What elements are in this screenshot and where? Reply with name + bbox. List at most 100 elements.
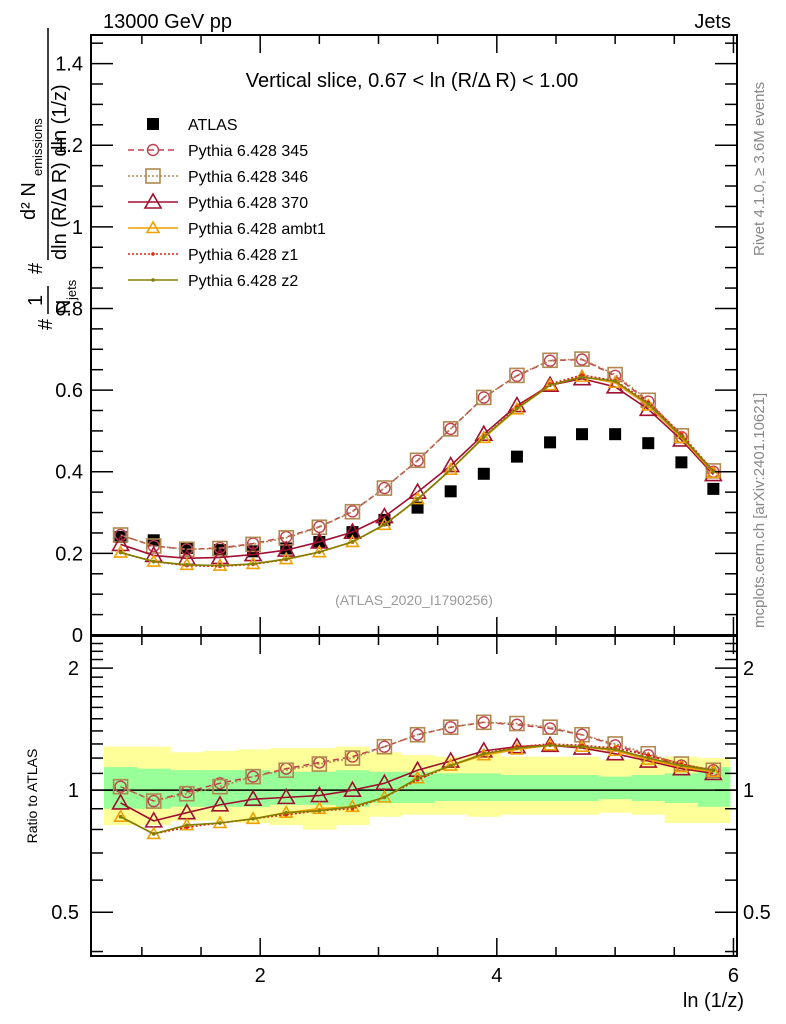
- data-point-pythia-6-428-370: [441, 455, 461, 473]
- data-point-pythia-6-428-z2: [350, 804, 355, 809]
- legend-marker-atlas: [147, 118, 159, 130]
- data-point-pythia-6-428-370: [375, 507, 394, 524]
- x-tick-label: 4: [491, 965, 502, 987]
- stat-uncertainty-band: [533, 774, 568, 802]
- series-pythia-6-428-z1: [118, 373, 716, 569]
- data-point-pythia-6-428-345: [213, 541, 227, 555]
- data-point-pythia-6-428-z2: [118, 550, 123, 555]
- data-point-pythia-6-428-346: [179, 785, 195, 802]
- data-point-pythia-6-428-345: [213, 777, 227, 790]
- data-point-atlas: [444, 485, 457, 498]
- data-point-pythia-6-428-ambt1: [705, 764, 721, 778]
- legend-label: Pythia 6.428 346: [188, 169, 308, 186]
- data-point-atlas: [411, 501, 424, 514]
- data-point-pythia-6-428-z2: [185, 823, 189, 827]
- data-point-pythia-6-428-z2: [711, 768, 716, 773]
- data-point-pythia-6-428-346: [574, 351, 590, 367]
- series-line-pythia-6-428-ambt1: [120, 375, 714, 567]
- series-line-pythia-6-428-370: [120, 377, 714, 560]
- y-tick-label: 0.6: [55, 380, 83, 402]
- data-point-pythia-6-428-345: [510, 369, 524, 383]
- data-point-pythia-6-428-z2: [679, 434, 684, 439]
- y-label-denominator: dln (R/Δ R) dln (1/z): [49, 84, 71, 260]
- y-tick-label: 1: [72, 217, 83, 239]
- x-axis-label: ln (1/z): [683, 990, 744, 1012]
- legend-label: Pythia 6.428 z2: [188, 273, 298, 290]
- ratio-y-axis-label: Ratio to ATLAS: [24, 749, 40, 844]
- ratio-y-tick-label-left: 2: [68, 658, 79, 680]
- series-line-pythia-6-428-z1: [120, 374, 714, 568]
- data-point-pythia-6-428-ambt1: [311, 801, 327, 815]
- data-point-pythia-6-428-z2: [151, 559, 156, 564]
- series-line-pythia-6-428-z2: [120, 376, 714, 567]
- data-point-pythia-6-428-ambt1: [509, 401, 525, 415]
- legend-marker-pythia-6-428-z2: [151, 278, 155, 282]
- rivet-version-label: Rivet 4.1.0, ≥ 3.6M events: [751, 82, 768, 256]
- data-point-pythia-6-428-370: [210, 795, 230, 812]
- legend-label: ATLAS: [188, 117, 238, 134]
- legend-marker-pythia-6-428-345: [146, 143, 160, 157]
- legend-label: Pythia 6.428 ambt1: [188, 221, 326, 238]
- ratio-plot-axes: 0.5 0.5 1 1 2 2 2 4 6: [51, 635, 771, 987]
- data-point-pythia-6-428-z2: [382, 795, 387, 800]
- series-pythia-6-428-z2: [118, 375, 716, 568]
- legend-marker-pythia-6-428-ambt1: [145, 220, 161, 234]
- stat-uncertainty-band: [598, 776, 633, 800]
- data-point-pythia-6-428-370: [343, 780, 362, 797]
- data-point-pythia-6-428-346: [145, 793, 162, 809]
- ratio-y-tick-label-left: 0.5: [51, 902, 79, 924]
- data-point-pythia-6-428-370: [111, 793, 130, 810]
- data-point-pythia-6-428-370: [309, 532, 329, 549]
- y-tick-label: 0.8: [55, 298, 83, 320]
- stat-uncertainty-band: [467, 773, 501, 802]
- stat-uncertainty-band: [566, 774, 600, 802]
- main-plot-title: Vertical slice, 0.67 < ln (R/Δ R) < 1.00: [246, 70, 578, 92]
- data-point-pythia-6-428-z2: [482, 751, 486, 756]
- data-point-atlas: [609, 428, 622, 441]
- data-point-pythia-6-428-370: [540, 735, 560, 753]
- main-y-axis-label: # 1 N jets # d² N emissions dln (R/Δ R) …: [18, 28, 79, 330]
- data-point-atlas: [707, 482, 720, 495]
- data-point-pythia-6-428-370: [507, 737, 527, 754]
- data-point-pythia-6-428-346: [442, 719, 459, 735]
- y-tick-label: 1.2: [55, 135, 83, 157]
- data-point-pythia-6-428-370: [474, 741, 494, 758]
- data-point-pythia-6-428-345: [477, 391, 491, 404]
- data-point-pythia-6-428-346: [145, 538, 162, 554]
- data-point-atlas: [477, 467, 490, 480]
- data-point-pythia-6-428-z2: [515, 406, 519, 411]
- data-point-pythia-6-428-345: [444, 422, 457, 436]
- stat-uncertainty-band: [434, 773, 468, 802]
- data-point-pythia-6-428-ambt1: [443, 462, 459, 475]
- y-label-one: 1: [25, 295, 47, 306]
- y-tick-label: 1.4: [55, 54, 83, 76]
- series-pythia-6-428-z2: [118, 743, 716, 836]
- data-point-pythia-6-428-346: [509, 715, 525, 732]
- data-point-pythia-6-428-345: [411, 728, 424, 741]
- data-point-pythia-6-428-346: [179, 541, 195, 558]
- data-point-pythia-6-428-346: [112, 527, 129, 543]
- data-point-pythia-6-428-z2: [415, 776, 420, 781]
- data-point-pythia-6-428-ambt1: [674, 430, 689, 444]
- series-pythia-6-428-345: [114, 353, 720, 556]
- data-point-pythia-6-428-z2: [317, 808, 322, 813]
- data-point-pythia-6-428-346: [212, 540, 228, 557]
- data-point-pythia-6-428-370: [276, 787, 296, 805]
- y-tick-label: 0.2: [55, 543, 83, 565]
- data-point-pythia-6-428-346: [542, 352, 558, 369]
- data-point-pythia-6-428-z2: [251, 816, 255, 821]
- data-point-pythia-6-428-z2: [284, 810, 289, 815]
- data-point-pythia-6-428-z2: [251, 562, 255, 566]
- data-point-pythia-6-428-346: [542, 719, 558, 735]
- data-point-pythia-6-428-346: [509, 367, 525, 384]
- data-point-pythia-6-428-z2: [382, 522, 387, 527]
- legend-label: Pythia 6.428 370: [188, 195, 308, 212]
- legend-item-pythia-6-428-z1: Pythia 6.428 z1: [128, 247, 298, 264]
- data-point-pythia-6-428-346: [476, 389, 492, 406]
- data-point-pythia-6-428-370: [343, 522, 362, 539]
- data-point-pythia-6-428-z2: [218, 563, 222, 568]
- data-point-pythia-6-428-345: [246, 770, 260, 783]
- ratio-plot-series: [91, 714, 737, 840]
- data-point-pythia-6-428-346: [476, 714, 492, 731]
